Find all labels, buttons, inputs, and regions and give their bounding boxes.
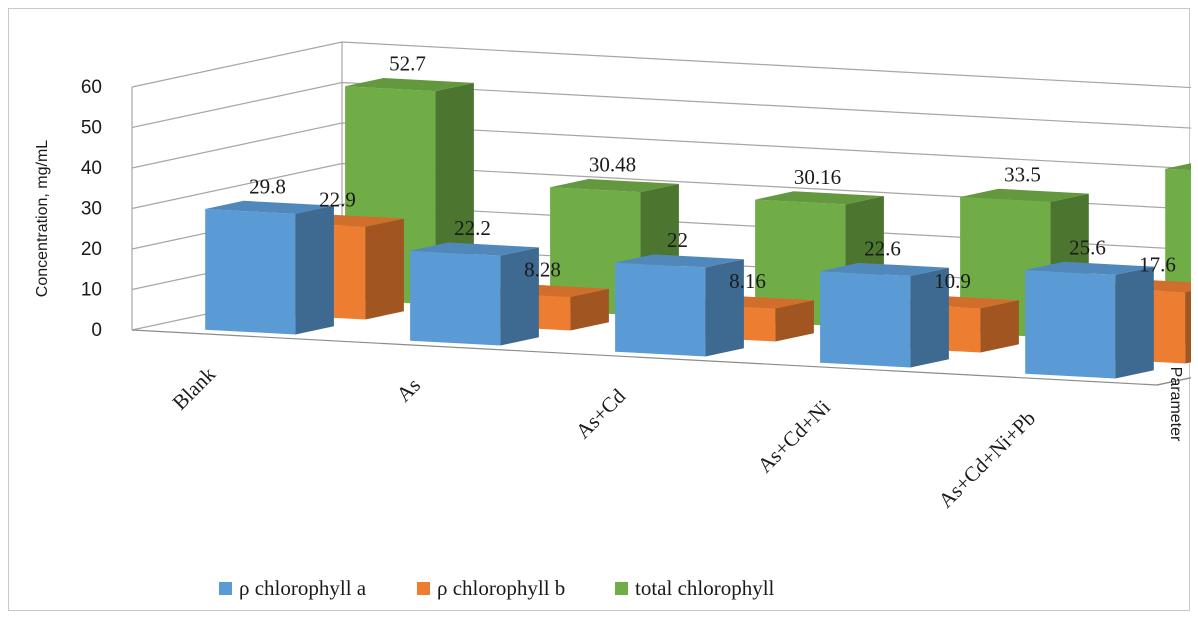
bar-top-face xyxy=(615,254,744,268)
bar-front-face xyxy=(1025,270,1116,379)
bar-top-face xyxy=(960,188,1089,202)
bar-side-face xyxy=(705,259,744,357)
chart-svg: 52.730.4830.1633.543.222.98.288.1610.917… xyxy=(34,41,1191,600)
bar-front-face xyxy=(205,209,296,335)
gridline xyxy=(131,41,1191,89)
data-label: 8.28 xyxy=(524,257,561,281)
bar-side-face xyxy=(775,300,814,342)
category-label: As+Cd+Ni+Pb xyxy=(934,406,1040,512)
chart-legend: ρ chlorophyll a ρ chlorophyll b total chlo… xyxy=(219,576,775,600)
depth-axis-title: Parameter xyxy=(1167,367,1184,442)
bar-top-face xyxy=(410,242,539,256)
data-label: 29.8 xyxy=(249,174,286,198)
bar-top-face xyxy=(205,200,334,214)
bar-top-face xyxy=(1025,261,1154,275)
legend-item: total chlorophyll xyxy=(615,576,775,600)
legend-swatch xyxy=(219,582,232,595)
data-label: 10.9 xyxy=(934,269,971,293)
y-tick-label: 40 xyxy=(81,158,102,179)
legend-label: total chlorophyll xyxy=(635,576,775,600)
chart-data-labels: 52.730.4830.1633.543.222.98.288.1610.917… xyxy=(249,52,1176,293)
bar-top-face xyxy=(345,78,474,92)
bar-side-face xyxy=(1115,266,1154,379)
bar-side-face xyxy=(1185,291,1191,364)
data-label: 22.6 xyxy=(864,236,901,260)
bar-side-face xyxy=(980,300,1019,353)
data-label: 33.5 xyxy=(1004,162,1041,186)
bar-front-face xyxy=(820,271,911,368)
y-tick-label: 10 xyxy=(81,280,102,301)
bar-side-face xyxy=(570,288,609,331)
data-label: 17.6 xyxy=(1139,253,1176,277)
y-tick-label: 20 xyxy=(81,239,102,260)
category-label: Blank xyxy=(168,362,221,415)
data-label: 25.6 xyxy=(1069,235,1106,259)
bar-top-face xyxy=(1165,163,1191,171)
y-tick-label: 0 xyxy=(91,320,102,341)
data-label: 22 xyxy=(667,228,688,252)
legend-label: ρ chlorophyll a xyxy=(239,576,367,600)
y-tick-label: 50 xyxy=(81,118,102,139)
legend-swatch xyxy=(615,582,628,595)
bar xyxy=(410,242,539,346)
data-label: 22.9 xyxy=(319,187,356,211)
chart-bars xyxy=(205,78,1191,379)
bar xyxy=(205,200,334,335)
y-tick-label: 60 xyxy=(81,77,102,98)
bar-top-face xyxy=(755,191,884,205)
legend-label: ρ chlorophyll b xyxy=(437,576,565,600)
chart-frame: 52.730.4830.1633.543.222.98.288.1610.917… xyxy=(8,8,1191,611)
legend-item: ρ chlorophyll a xyxy=(219,576,367,600)
legend-swatch xyxy=(417,582,430,595)
data-label: 52.7 xyxy=(389,52,426,76)
data-label: 22.2 xyxy=(454,216,491,240)
gridline xyxy=(131,81,1191,129)
y-axis-title: Concentration, mg/mL xyxy=(34,140,51,298)
legend-item: ρ chlorophyll b xyxy=(417,576,565,600)
y-tick-label: 30 xyxy=(81,199,102,220)
bar-top-face xyxy=(550,179,679,193)
bar-side-face xyxy=(910,267,949,368)
bar xyxy=(1025,261,1154,379)
data-label: 8.16 xyxy=(729,269,766,293)
chart-walls xyxy=(131,41,1191,386)
bar-top-face xyxy=(820,262,949,276)
data-label: 30.48 xyxy=(589,153,636,177)
bar xyxy=(615,254,744,357)
bar xyxy=(820,262,949,368)
bar-front-face xyxy=(615,262,706,357)
bar-front-face xyxy=(410,250,501,346)
category-label: As+Cd+Ni xyxy=(753,395,836,478)
category-label: As xyxy=(392,373,425,406)
data-label: 30.16 xyxy=(794,165,841,189)
category-label: As+Cd xyxy=(571,384,631,444)
bar-side-face xyxy=(500,247,539,346)
bar-side-face xyxy=(365,218,404,320)
bar-side-face xyxy=(295,205,334,335)
